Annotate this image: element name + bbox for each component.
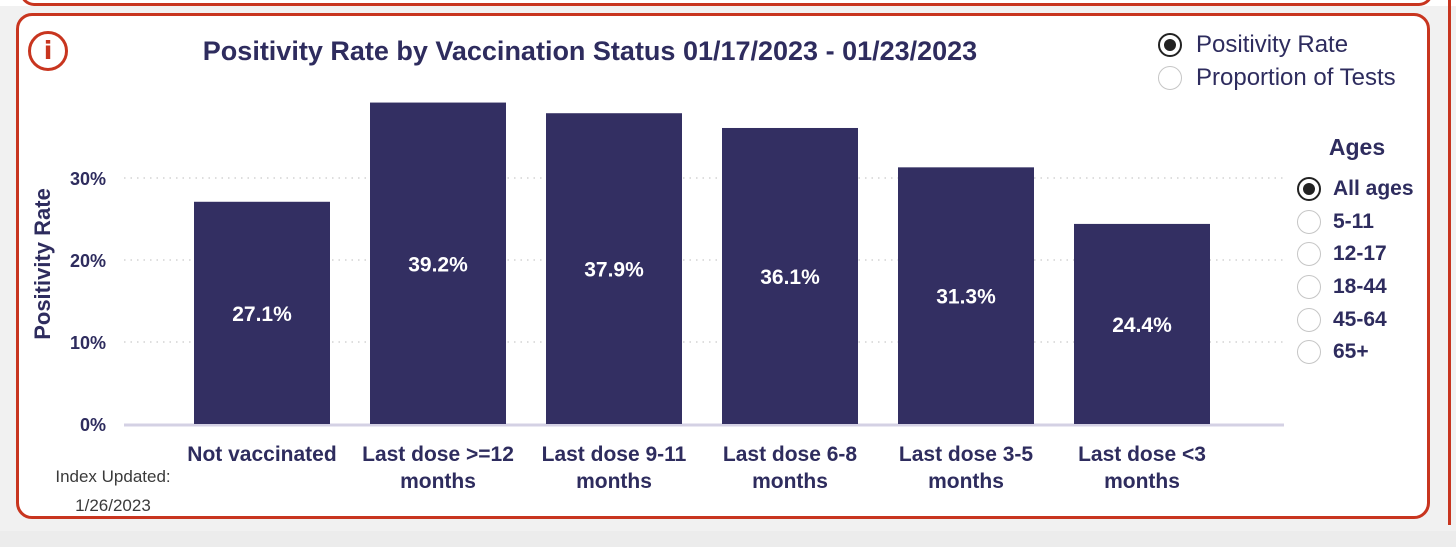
age-option-label: All ages [1333, 177, 1414, 201]
metric-option-label: Proportion of Tests [1196, 63, 1396, 91]
y-tick-label: 20% [70, 251, 106, 271]
age-option-18-44[interactable]: 18-44 [1297, 271, 1414, 304]
bar-data-label: 24.4% [1112, 314, 1172, 337]
age-option-label: 65+ [1333, 340, 1369, 364]
radio-unselected-icon[interactable] [1297, 307, 1321, 332]
radio-unselected-icon[interactable] [1158, 65, 1182, 90]
bar [194, 201, 330, 424]
ages-filter-title: Ages [1328, 134, 1386, 160]
metric-radio-group: Positivity Rate Proportion of Tests [1158, 28, 1396, 94]
age-option-65-plus[interactable]: 65+ [1297, 336, 1414, 369]
page-bottom-bar [0, 531, 1456, 547]
bar-data-label: 31.3% [936, 286, 996, 309]
ages-radio-group: All ages 5-11 12-17 18-44 45-64 65+ [1297, 173, 1414, 369]
x-tick-label: months [576, 470, 652, 493]
radio-unselected-icon[interactable] [1297, 275, 1321, 300]
index-updated-label: Index Updated: [55, 467, 171, 486]
age-option-all-ages[interactable]: All ages [1297, 173, 1414, 206]
bar [898, 167, 1034, 424]
metric-option-label: Positivity Rate [1196, 30, 1349, 58]
age-option-label: 5-11 [1333, 209, 1374, 233]
x-tick-label: Last dose 9-11 [542, 443, 687, 466]
chart-title: Positivity Rate by Vaccination Status 01… [202, 36, 978, 66]
y-axis-title: Positivity Rate [30, 188, 55, 340]
index-updated-date: 1/26/2023 [75, 496, 151, 515]
age-option-label: 45-64 [1333, 307, 1387, 331]
x-tick-label: months [1104, 470, 1180, 493]
index-updated: Index Updated: 1/26/2023 [46, 462, 180, 520]
bar-data-label: 39.2% [408, 253, 468, 276]
y-tick-label: 10% [70, 333, 106, 353]
x-tick-label: months [928, 470, 1004, 493]
radio-selected-icon[interactable] [1158, 32, 1182, 57]
previous-panel-edge [0, 0, 1456, 6]
y-tick-label: 0% [80, 415, 106, 435]
y-tick-label: 30% [70, 169, 106, 189]
bar [1074, 223, 1210, 424]
bar-data-label: 36.1% [760, 266, 820, 289]
info-icon[interactable]: i [28, 31, 68, 71]
bar [370, 102, 506, 424]
bar [722, 127, 858, 424]
x-tick-label: months [752, 470, 828, 493]
age-option-label: 18-44 [1333, 275, 1387, 299]
bar-data-label: 27.1% [232, 303, 292, 326]
x-tick-label: Last dose <3 [1078, 443, 1206, 466]
radio-unselected-icon[interactable] [1297, 340, 1321, 365]
bar-data-label: 37.9% [584, 259, 644, 282]
age-option-label: 12-17 [1333, 242, 1387, 266]
x-tick-label: Last dose >=12 [362, 443, 514, 466]
age-option-45-64[interactable]: 45-64 [1297, 303, 1414, 336]
radio-selected-icon[interactable] [1297, 177, 1321, 202]
radio-unselected-icon[interactable] [1297, 209, 1321, 234]
x-tick-label: months [400, 470, 476, 493]
adjacent-panel-edge [1448, 0, 1451, 525]
metric-option-proportion-of-tests[interactable]: Proportion of Tests [1158, 61, 1396, 94]
x-tick-label: Last dose 3-5 [899, 443, 1034, 466]
age-option-5-11[interactable]: 5-11 [1297, 206, 1414, 239]
radio-unselected-icon[interactable] [1297, 242, 1321, 267]
x-tick-label: Not vaccinated [187, 443, 336, 466]
bar [546, 113, 682, 424]
age-option-12-17[interactable]: 12-17 [1297, 238, 1414, 271]
x-tick-label: Last dose 6-8 [723, 443, 858, 466]
metric-option-positivity-rate[interactable]: Positivity Rate [1158, 28, 1396, 61]
